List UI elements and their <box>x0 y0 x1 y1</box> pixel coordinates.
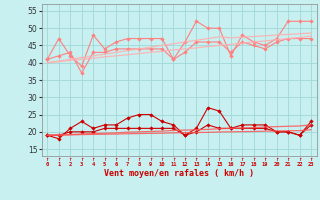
X-axis label: Vent moyen/en rafales ( km/h ): Vent moyen/en rafales ( km/h ) <box>104 169 254 178</box>
